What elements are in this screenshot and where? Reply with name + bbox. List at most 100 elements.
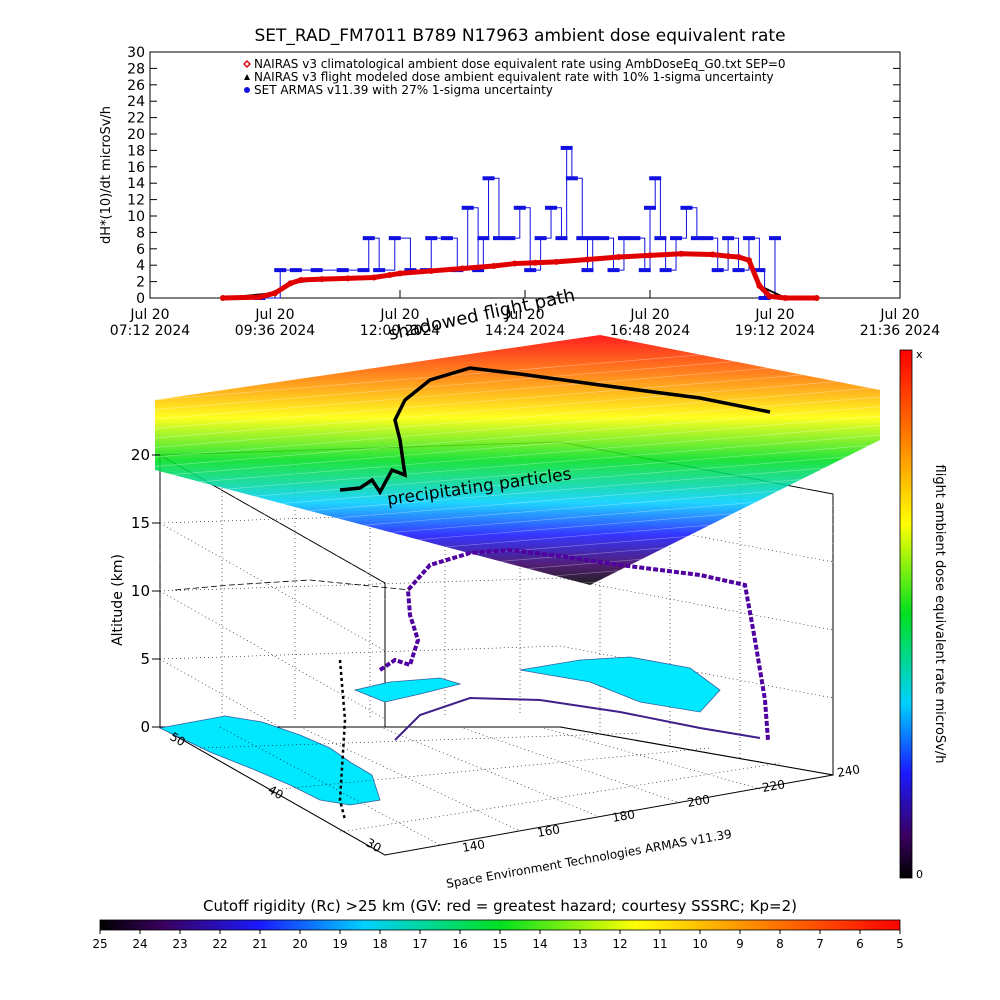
altitude-tick-label: 0 <box>140 718 150 736</box>
nairas-point <box>756 282 763 289</box>
map-grid <box>199 726 781 846</box>
rigidity-tick-label: 25 <box>92 937 107 951</box>
mesh-line <box>154 368 881 429</box>
dose-rate-chart: dH*(10)/dt microSv/h 0246810121416182022… <box>99 45 940 339</box>
mesh-line <box>154 434 881 496</box>
armas-point <box>659 268 672 273</box>
y-tick-label: 8 <box>136 225 145 241</box>
y-tick-label: 22 <box>127 111 145 127</box>
armas-point <box>560 145 573 150</box>
y-tick-label: 6 <box>136 242 145 258</box>
nairas-point <box>344 275 351 282</box>
nairas-point <box>709 251 716 258</box>
mesh-line <box>154 482 881 543</box>
altitude-tick-label: 15 <box>131 514 150 532</box>
x-tick-time: 14:24 2024 <box>485 323 566 339</box>
nairas-point <box>219 295 226 301</box>
y-tick-label: 4 <box>136 258 145 274</box>
nairas-point <box>725 253 732 260</box>
rigidity-tick-label: 20 <box>292 937 307 951</box>
projection-line <box>174 579 411 591</box>
mesh-line <box>154 387 881 448</box>
nairas-point <box>584 256 591 263</box>
colorbar-min: 0 <box>916 868 923 881</box>
y-tick-label: 2 <box>136 275 145 291</box>
y-tick-label: 20 <box>127 127 145 143</box>
y-axis-label: dH*(10)/dt microSv/h <box>99 106 114 244</box>
armas-point <box>638 268 651 273</box>
nairas-point <box>318 276 325 283</box>
longitude-tick-label: 160 <box>536 822 561 840</box>
latitude-ticks: 30 40 50 <box>168 729 384 855</box>
longitude-tick-label: 200 <box>686 792 711 810</box>
armas-point <box>336 268 349 273</box>
armas-point <box>722 236 735 241</box>
legend-marker <box>244 87 250 93</box>
shadowed-flight-path <box>339 366 771 496</box>
nairas-point <box>553 258 560 265</box>
longitude-tick-label: 240 <box>836 762 861 780</box>
armas-point <box>711 268 724 273</box>
y-tick-label: 0 <box>136 291 145 307</box>
armas-point <box>357 268 370 273</box>
y-tick-label: 12 <box>127 193 145 209</box>
nairas-point <box>511 260 518 267</box>
y-tick-label: 18 <box>127 143 145 159</box>
armas-point <box>477 236 490 241</box>
mesh-line <box>154 377 881 439</box>
rigidity-tick-label: 17 <box>412 937 427 951</box>
rigidity-ticks: 25 24 23 22 21 20 19 18 17 16 15 14 13 12 11 10 9 8 7 6 5 <box>92 930 904 951</box>
y-tick-label: 30 <box>127 45 145 61</box>
rigidity-tick-label: 9 <box>736 937 744 951</box>
nairas-point <box>397 270 403 277</box>
armas-point <box>425 236 438 241</box>
armas-point <box>503 236 516 241</box>
flight-track-3d <box>378 547 770 741</box>
armas-point <box>769 236 781 241</box>
rigidity-bar: Cutoff rigidity (Rc) >25 km (GV: red = g… <box>92 897 903 951</box>
armas-point <box>654 236 667 241</box>
mesh-line <box>154 472 881 534</box>
legend-marker <box>243 60 251 68</box>
armas-point <box>534 236 547 241</box>
nairas-point <box>386 272 393 279</box>
x-tick-time: 21:36 2024 <box>860 323 941 339</box>
armas-point <box>482 176 495 181</box>
armas-point <box>586 236 599 241</box>
rigidity-tick-label: 7 <box>816 937 824 951</box>
armas-point <box>742 236 755 241</box>
armas-point <box>492 236 505 241</box>
mesh-line <box>154 491 881 553</box>
nairas-point <box>287 280 294 287</box>
rigidity-tick-label: 16 <box>452 937 467 951</box>
y-tick-label: 16 <box>127 160 145 176</box>
legend-label: SET ARMAS v11.39 with 27% 1-sigma uncert… <box>254 83 553 97</box>
mesh-line <box>154 444 881 505</box>
x-tick-date: Jul 20 <box>504 307 544 323</box>
nairas-point <box>735 254 742 260</box>
armas-point <box>649 176 662 181</box>
latitude-tick-label: 30 <box>364 835 384 855</box>
rigidity-tick-label: 5 <box>896 937 904 951</box>
nairas-point <box>813 295 820 301</box>
mesh-line <box>154 501 881 562</box>
armas-point <box>565 176 578 181</box>
altitude-ticks: 0 5 10 15 20 <box>131 446 160 736</box>
rigidity-tick-label: 22 <box>212 937 227 951</box>
x-tick-date: Jul 20 <box>879 307 919 323</box>
x-tick-time: 19:12 2024 <box>735 323 816 339</box>
mesh-line <box>154 453 881 515</box>
mesh-line <box>154 548 881 610</box>
armas-point <box>758 296 771 300</box>
x-tick-date: Jul 20 <box>254 307 294 323</box>
rigidity-colorbar <box>99 919 901 931</box>
rigidity-tick-label: 24 <box>132 937 147 951</box>
nairas-point <box>428 267 435 274</box>
x-tick-date: Jul 20 <box>629 307 669 323</box>
y-tick-label: 10 <box>127 209 145 225</box>
armas-point <box>289 268 302 273</box>
rigidity-title: Cutoff rigidity (Rc) >25 km (GV: red = g… <box>203 897 797 915</box>
